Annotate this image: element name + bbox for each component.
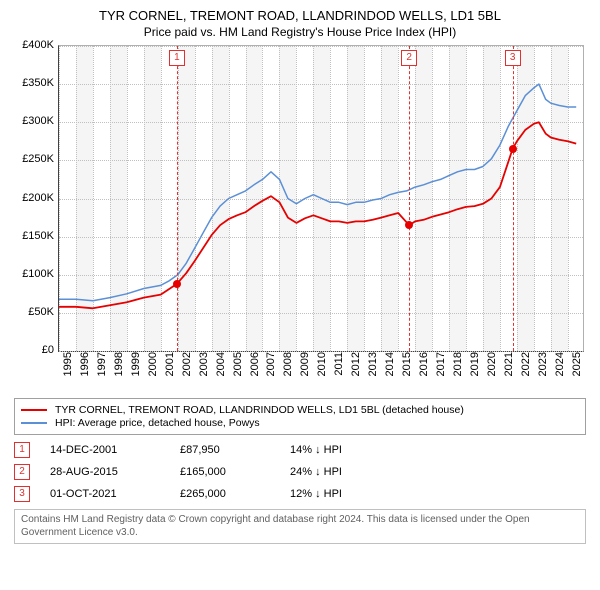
x-tick-label: 1998: [113, 352, 125, 376]
plot-area: 1 2 3 1995 1996 1997 1998 1999 2000 2001 2002 2003…: [10, 45, 590, 390]
event-date: 01-OCT-2021: [50, 488, 180, 500]
legend-label: HPI: Average price, detached house, Powy…: [55, 417, 260, 429]
sale-marker-dot: [173, 280, 181, 288]
event-marker-box: 2: [14, 464, 30, 480]
x-tick-label: 2025: [571, 352, 583, 376]
legend-item: TYR CORNEL, TREMONT ROAD, LLANDRINDOD WE…: [21, 404, 579, 416]
attribution: Contains HM Land Registry data © Crown c…: [14, 509, 586, 544]
x-tick-label: 1995: [62, 352, 74, 376]
y-tick-label: £250K: [10, 153, 54, 165]
series-line: [59, 122, 576, 308]
legend-item: HPI: Average price, detached house, Powy…: [21, 417, 579, 429]
x-tick-label: 2018: [452, 352, 464, 376]
x-tick-label: 2002: [181, 352, 193, 376]
event-price: £165,000: [180, 466, 290, 478]
event-pct: 24% ↓ HPI: [290, 466, 400, 478]
x-tick-label: 2010: [316, 352, 328, 376]
event-row: 2 28-AUG-2015 £165,000 24% ↓ HPI: [14, 461, 586, 483]
x-tick-label: 2021: [503, 352, 515, 376]
x-tick-label: 2004: [215, 352, 227, 376]
y-tick-label: £350K: [10, 77, 54, 89]
x-tick-label: 2016: [418, 352, 430, 376]
sale-marker-dot: [509, 145, 517, 153]
x-tick-label: 2011: [333, 352, 345, 376]
x-tick-label: 2001: [164, 352, 176, 376]
x-tick-label: 2017: [435, 352, 447, 376]
y-tick-label: £50K: [10, 306, 54, 318]
x-tick-label: 1999: [130, 352, 142, 376]
chart-title: TYR CORNEL, TREMONT ROAD, LLANDRINDOD WE…: [10, 8, 590, 23]
event-pct: 14% ↓ HPI: [290, 444, 400, 456]
event-row: 1 14-DEC-2001 £87,950 14% ↓ HPI: [14, 439, 586, 461]
y-tick-label: £150K: [10, 230, 54, 242]
ref-marker-box: 1: [169, 50, 185, 66]
x-tick-label: 2013: [367, 352, 379, 376]
event-marker-box: 3: [14, 486, 30, 502]
x-tick-label: 2015: [401, 352, 413, 376]
event-row: 3 01-OCT-2021 £265,000 12% ↓ HPI: [14, 483, 586, 505]
legend: TYR CORNEL, TREMONT ROAD, LLANDRINDOD WE…: [14, 398, 586, 435]
ref-marker-box: 3: [505, 50, 521, 66]
series-line: [59, 84, 576, 301]
x-tick-label: 2009: [299, 352, 311, 376]
events-table: 1 14-DEC-2001 £87,950 14% ↓ HPI 2 28-AUG…: [14, 439, 586, 505]
legend-swatch-red: [21, 409, 47, 411]
y-tick-label: £400K: [10, 39, 54, 51]
ref-marker-box: 2: [401, 50, 417, 66]
x-tick-label: 2020: [486, 352, 498, 376]
event-date: 28-AUG-2015: [50, 466, 180, 478]
x-tick-label: 2012: [350, 352, 362, 376]
x-tick-label: 2022: [520, 352, 532, 376]
x-tick-label: 2008: [282, 352, 294, 376]
event-pct: 12% ↓ HPI: [290, 488, 400, 500]
chart-subtitle: Price paid vs. HM Land Registry's House …: [10, 25, 590, 39]
plot: 1 2 3: [58, 45, 584, 352]
event-price: £265,000: [180, 488, 290, 500]
x-tick-label: 2023: [537, 352, 549, 376]
x-tick-label: 2019: [469, 352, 481, 376]
x-tick-label: 2000: [147, 352, 159, 376]
y-tick-label: £200K: [10, 192, 54, 204]
chart-container: TYR CORNEL, TREMONT ROAD, LLANDRINDOD WE…: [0, 0, 600, 544]
y-tick-label: £300K: [10, 115, 54, 127]
y-tick-label: £100K: [10, 268, 54, 280]
sale-marker-dot: [405, 221, 413, 229]
x-tick-label: 1997: [96, 352, 108, 376]
x-tick-label: 2003: [198, 352, 210, 376]
x-tick-label: 2005: [232, 352, 244, 376]
event-price: £87,950: [180, 444, 290, 456]
event-date: 14-DEC-2001: [50, 444, 180, 456]
x-tick-label: 2014: [384, 352, 396, 376]
legend-label: TYR CORNEL, TREMONT ROAD, LLANDRINDOD WE…: [55, 404, 464, 416]
x-tick-label: 1996: [79, 352, 91, 376]
x-tick-label: 2006: [249, 352, 261, 376]
x-tick-label: 2024: [554, 352, 566, 376]
line-series-svg: [59, 46, 583, 351]
x-tick-label: 2007: [265, 352, 277, 376]
y-tick-label: £0: [10, 344, 54, 356]
legend-swatch-blue: [21, 422, 47, 424]
event-marker-box: 1: [14, 442, 30, 458]
x-axis-labels: 1995 1996 1997 1998 1999 2000 2001 2002 2003 2004…: [58, 350, 582, 390]
